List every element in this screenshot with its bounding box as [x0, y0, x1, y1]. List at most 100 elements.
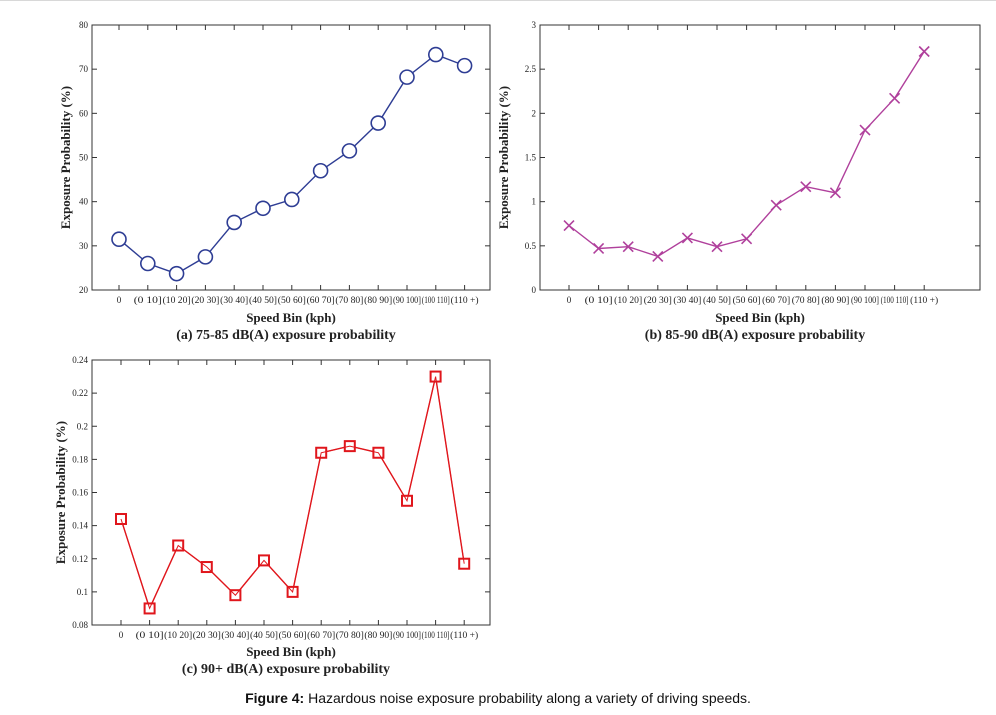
y-tick-label: 0.14: [72, 521, 88, 531]
x-axis-title: Speed Bin (kph): [715, 310, 805, 325]
x-tick-label: (100 110]: [422, 630, 450, 640]
x-tick-label: (80 90]: [821, 295, 849, 305]
data-point: [255, 200, 271, 217]
x-tick-label: (10 20]: [163, 295, 191, 305]
y-tick-label: 0.12: [72, 554, 88, 564]
x-tick-label: (40 50]: [249, 295, 277, 305]
x-tick-label: (90 100]: [393, 295, 421, 305]
y-tick-label: 0.2: [77, 421, 88, 431]
y-tick-label: 0.22: [72, 388, 88, 398]
x-tick-label: (80 90]: [364, 295, 392, 305]
data-point: [800, 181, 812, 193]
data-point: [741, 233, 753, 245]
x-tick-label: (110 +): [910, 295, 938, 305]
data-point: [370, 115, 387, 131]
x-tick-label: (60 70]: [762, 295, 790, 305]
data-point: [283, 191, 300, 208]
x-tick-label: 0: [567, 295, 572, 305]
data-point: [593, 242, 605, 255]
x-tick-label: (80 90]: [364, 630, 392, 640]
y-tick-label: 40: [79, 197, 89, 207]
x-tick-label: (50 60]: [733, 295, 761, 305]
data-point: [770, 199, 782, 211]
data-point-stroke: [800, 181, 812, 193]
data-point: [226, 214, 242, 231]
x-tick-label: (20 30]: [193, 630, 221, 640]
data-point-stroke: [711, 241, 723, 253]
x-tick-label: (70 80]: [336, 630, 364, 640]
y-tick-label: 3: [532, 20, 537, 30]
x-tick-label: (40 50]: [250, 630, 278, 640]
y-tick-label: 50: [79, 153, 89, 163]
x-tick-label: (20 30]: [644, 295, 672, 305]
y-tick-label: 2: [532, 108, 537, 118]
y-axis-title: Exposure Probability (%): [53, 421, 68, 564]
x-tick-label: (90 100]: [851, 295, 879, 305]
x-axis-title: Speed Bin (kph): [246, 310, 336, 325]
data-point: [399, 69, 415, 85]
x-tick-label: (0 10]: [134, 295, 162, 305]
data-point: [889, 92, 901, 104]
y-axis-title: Exposure Probability (%): [496, 86, 511, 229]
series-line: [118, 53, 465, 275]
x-tick-label: (30 40]: [221, 630, 249, 640]
figure-caption: Figure 4: Hazardous noise exposure proba…: [0, 690, 996, 706]
data-point: [563, 219, 575, 232]
data-point: [168, 265, 185, 282]
data-point: [918, 45, 930, 58]
data-point-stroke: [829, 187, 841, 199]
x-tick-label: 0: [117, 295, 122, 305]
y-tick-label: 80: [79, 20, 89, 30]
y-tick-label: 2.5: [525, 64, 537, 74]
y-tick-label: 0.18: [72, 454, 88, 464]
data-point-stroke: [918, 45, 930, 58]
y-tick-label: 60: [79, 108, 89, 118]
data-point-stroke: [593, 242, 605, 255]
data-point: [829, 187, 841, 199]
y-tick-label: 30: [79, 241, 89, 251]
x-tick-label: (10 20]: [614, 295, 642, 305]
y-tick-label: 0.08: [72, 620, 88, 630]
x-tick-label: (50 60]: [279, 630, 307, 640]
y-tick-label: 1: [532, 197, 537, 207]
x-tick-label: (50 60]: [278, 295, 306, 305]
data-point: [622, 241, 634, 253]
x-tick-label: (30 40]: [220, 295, 248, 305]
x-tick-label: (110 +): [451, 295, 479, 305]
data-point: [341, 143, 358, 159]
data-point-stroke: [859, 124, 871, 136]
chart-subcaption: (b) 85-90 dB(A) exposure probability: [645, 328, 865, 343]
x-tick-label: (30 40]: [673, 295, 701, 305]
x-tick-label: (100 110]: [881, 295, 909, 305]
data-point: [859, 124, 871, 136]
x-axis-title: Speed Bin (kph): [246, 644, 336, 659]
data-point-stroke: [622, 241, 634, 253]
x-tick-label: 0: [119, 630, 124, 640]
data-point: [652, 250, 664, 262]
y-tick-label: 0.5: [525, 241, 537, 251]
data-point: [681, 232, 693, 244]
x-tick-label: (70 80]: [792, 295, 820, 305]
data-point: [140, 255, 156, 272]
data-point: [427, 46, 444, 63]
x-tick-label: (10 20]: [164, 630, 192, 640]
x-tick-label: (60 70]: [307, 295, 335, 305]
plot-frame: [91, 24, 491, 291]
series-line: [120, 376, 465, 611]
x-tick-label: (0 10]: [136, 630, 164, 640]
data-point: [197, 249, 214, 265]
y-tick-label: 0: [532, 285, 537, 295]
x-tick-label: (90 100]: [393, 630, 421, 640]
data-point-stroke: [770, 199, 782, 211]
plot-frame: [539, 24, 981, 291]
y-tick-label: 0.16: [72, 488, 88, 498]
chart-b: 0 0.5 1 1.5 2 2.5 3 0 (0 10] (10 20] (20 30] (30 40…: [496, 20, 981, 343]
y-tick-label: 20: [79, 285, 89, 295]
figure-caption-label: Figure 4:: [245, 690, 305, 706]
top-rule: [0, 0, 996, 1]
x-tick-label: (60 70]: [307, 630, 335, 640]
x-tick-label: (100 110]: [422, 295, 450, 305]
data-point: [711, 241, 723, 253]
data-point-stroke: [563, 219, 575, 232]
chart-c: 0.08 0.1 0.12 0.14 0.16 0.18 0.2 0.22 0.24 0 (0 10…: [53, 355, 491, 677]
